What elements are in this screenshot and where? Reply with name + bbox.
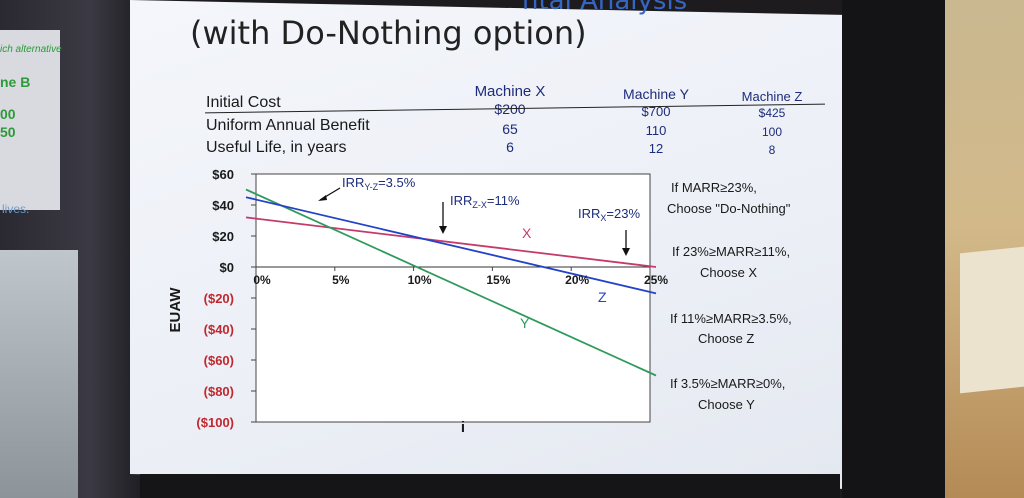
cell-x-life: 6 (506, 139, 514, 155)
cell-y-cost: $700 (641, 104, 671, 119)
slide-title-partial: ntal Analysis (522, 0, 688, 16)
series-line-y (245, 188, 657, 377)
x-tick-label: 20% (565, 273, 589, 287)
decision-4-choice: Choose Y (698, 397, 755, 412)
left-edge-text: ich alternative (0, 44, 62, 55)
row-label-initial-cost: Initial Cost (206, 94, 281, 111)
left-edge-label: ne B (0, 74, 31, 90)
decision-2-condition: If 23%≥MARR≥11%, (672, 244, 791, 259)
cell-z-benefit: 100 (761, 125, 783, 139)
arrow-head-icon (318, 195, 327, 201)
y-tick-label: ($80) (204, 384, 234, 399)
arrow-head-icon (439, 226, 447, 234)
annotation-text: IRRZ-X=11% (450, 193, 520, 210)
column-header-machine-x: Machine X (474, 83, 546, 100)
decision-2-choice: Choose X (700, 265, 758, 280)
series-line-z (245, 196, 657, 295)
arrow-head-icon (622, 248, 630, 256)
decision-4-condition: If 3.5%≥MARR≥0%, (670, 376, 786, 391)
annotation-text: IRRX=23% (578, 206, 640, 223)
y-tick-label: ($20) (204, 291, 234, 306)
cell-y-benefit: 110 (645, 123, 667, 138)
cell-z-life: 8 (768, 143, 776, 157)
row-label-useful-life: Useful Life, in years (206, 139, 347, 156)
line-label-y: Y (520, 315, 530, 331)
decision-1-choice: Choose "Do-Nothing" (667, 201, 791, 216)
annotation-irr-z-x: IRRZ-X=11% (439, 193, 520, 234)
decision-1-condition: If MARR≥23%, (671, 180, 757, 195)
x-tick-label: 15% (486, 273, 510, 287)
row-label-annual-benefit: Uniform Annual Benefit (206, 117, 370, 134)
y-tick-label: ($40) (204, 322, 234, 337)
x-tick-label: 25% (644, 273, 668, 287)
y-tick-label: ($100) (196, 415, 234, 430)
line-label-z: Z (598, 289, 607, 305)
left-edge-value: 00 (0, 106, 16, 122)
x-tick-label: 5% (332, 273, 350, 287)
cell-x-benefit: 65 (502, 121, 518, 137)
background-paper (0, 30, 60, 210)
x-tick-label: 10% (408, 273, 432, 287)
background-paper-lower (0, 250, 78, 498)
y-tick-label: $20 (212, 229, 234, 244)
left-edge-value: 50 (0, 124, 16, 140)
y-tick-label: ($60) (204, 353, 234, 368)
annotation-text: IRRY-Z=3.5% (342, 175, 416, 192)
x-axis-label: i (461, 419, 465, 436)
annotation-irr-y-z: IRRY-Z=3.5% (318, 175, 416, 201)
column-header-machine-y: Machine Y (623, 86, 689, 102)
x-tick-label: 0% (253, 273, 271, 287)
monitor-bezel-bottom (140, 474, 840, 498)
decision-3-choice: Choose Z (698, 331, 755, 346)
y-tick-label: $60 (212, 167, 234, 182)
y-axis-label: EUAW (167, 287, 184, 333)
annotation-irr-x: IRRX=23% (578, 206, 640, 256)
decision-3-condition: If 11%≥MARR≥3.5%, (670, 311, 792, 326)
column-header-machine-z: Machine Z (741, 89, 803, 104)
left-edge-text: lives. (2, 202, 30, 216)
cell-z-cost: $425 (758, 106, 786, 120)
background-box (960, 246, 1024, 394)
line-label-x: X (522, 225, 532, 241)
y-tick-label: $0 (220, 260, 234, 275)
slide-title: (with Do-Nothing option) (190, 14, 587, 52)
series-line-x (245, 216, 657, 268)
chart-ticks-group: $60 $40 $20 $0 ($20) ($40) ($60) ($80) ($100) 0% 5… (196, 167, 668, 430)
euaw-chart: $60 $40 $20 $0 ($20) ($40) ($60) ($80) ($100) 0% 5… (167, 167, 668, 436)
y-tick-label: $40 (212, 198, 234, 213)
monitor-bezel (842, 0, 952, 498)
chart-series-group (245, 188, 657, 377)
cell-y-life: 12 (648, 141, 664, 156)
